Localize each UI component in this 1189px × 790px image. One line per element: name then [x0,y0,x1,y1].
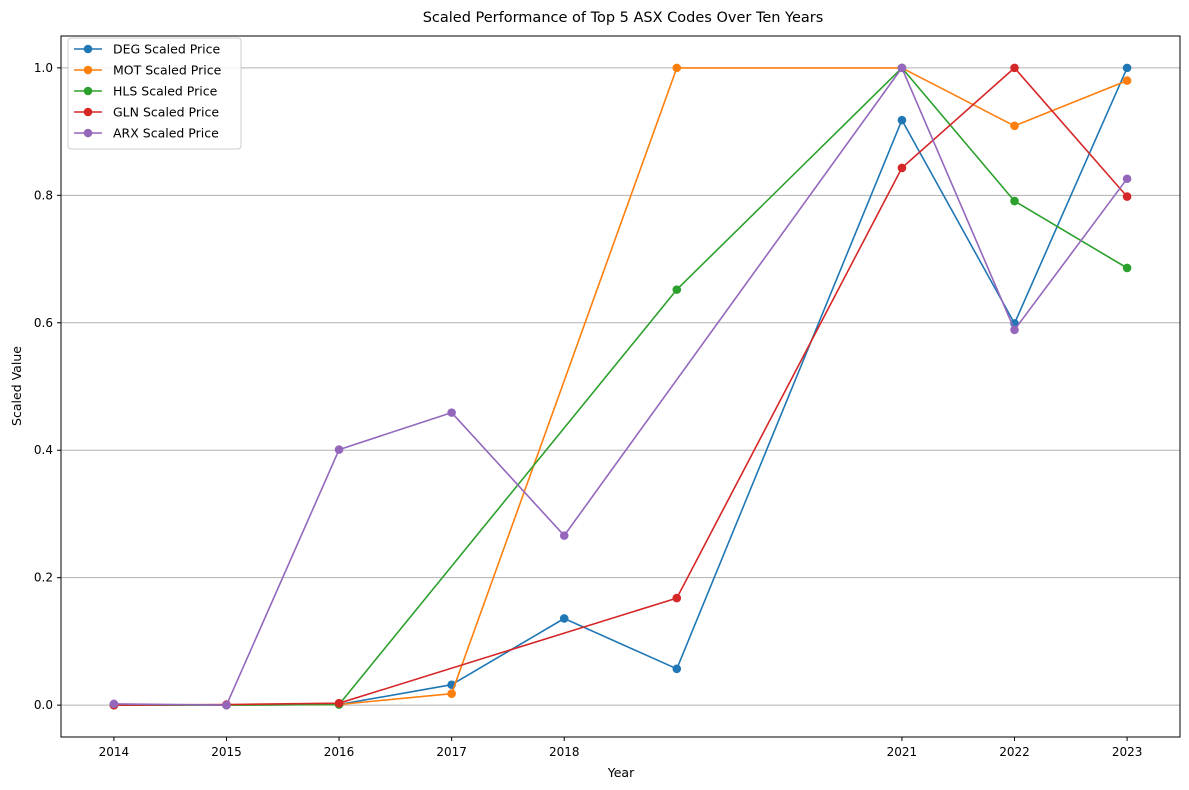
legend-label: MOT Scaled Price [113,63,222,78]
legend-swatch-marker [83,44,93,54]
data-point-arx [559,531,569,540]
data-point-gln [334,698,344,708]
data-point-deg [559,614,569,623]
legend-label: GLN Scaled Price [113,105,219,120]
legend: DEG Scaled Price MOT Scaled Price HLS Scal… [67,37,242,150]
data-point-arx [222,700,231,710]
y-axis-title: Scaled Value [9,346,24,426]
data-point-arx [447,408,456,417]
data-point-mot [447,689,456,698]
series-line-arx [113,67,1128,706]
series-line-hls [113,67,1128,706]
series-line-deg [113,67,1128,706]
x-tick-label: 2017 [436,745,467,759]
data-point-hls [672,285,682,294]
legend-swatch-marker [83,107,93,117]
chart-title: Scaled Performance of Top 5 ASX Codes Ov… [423,10,824,26]
x-tick-label: 2018 [549,745,580,759]
data-point-mot [1010,121,1019,131]
data-point-arx [334,445,344,454]
data-point-gln [1122,192,1132,201]
y-tick-label: 0.8 [34,188,53,202]
data-point-deg [1122,63,1132,73]
y-tick-label: 0.2 [34,571,53,585]
data-point-hls [1010,196,1019,206]
data-point-arx [897,63,907,73]
series-line-gln [113,67,1128,706]
legend-label: HLS Scaled Price [113,84,218,99]
x-tick-label: 2021 [887,745,918,759]
legend-swatch-marker [83,128,93,138]
data-point-arx [1122,174,1132,184]
y-gridlines [61,67,1180,706]
legend-swatch-marker [83,86,93,96]
legend-swatch-marker [83,65,93,75]
legend-box [67,37,242,150]
y-tick-label: 0.6 [34,316,53,330]
series-layer [109,63,1132,710]
x-tick-label: 2014 [99,745,130,759]
data-point-gln [1010,63,1019,73]
x-axis-title: Year [607,765,635,780]
data-point-arx [1010,325,1019,335]
series-line-mot [113,67,1128,706]
legend-label: ARX Scaled Price [113,126,219,141]
data-point-gln [897,163,907,173]
x-tick-label: 2023 [1112,745,1143,759]
data-point-hls [1122,263,1132,273]
plot-frame [60,35,1181,738]
data-point-gln [672,593,682,603]
y-axis: 0.0 0.2 0.4 0.6 0.8 1.0 [34,61,61,712]
data-point-deg [897,115,907,125]
x-tick-label: 2015 [211,745,242,759]
data-point-mot [1122,76,1132,85]
x-tick-label: 2016 [324,745,355,759]
data-point-mot [672,63,682,73]
legend-label: DEG Scaled Price [113,42,221,57]
x-axis: 2014 2015 2016 2017 2018 2021 2022 2023 [99,737,1143,759]
y-tick-label: 0.0 [34,698,53,712]
x-tick-label: 2022 [999,745,1030,759]
y-tick-label: 1.0 [34,61,53,75]
data-point-deg [672,664,682,674]
data-point-arx [109,699,119,709]
y-tick-label: 0.4 [34,443,53,457]
